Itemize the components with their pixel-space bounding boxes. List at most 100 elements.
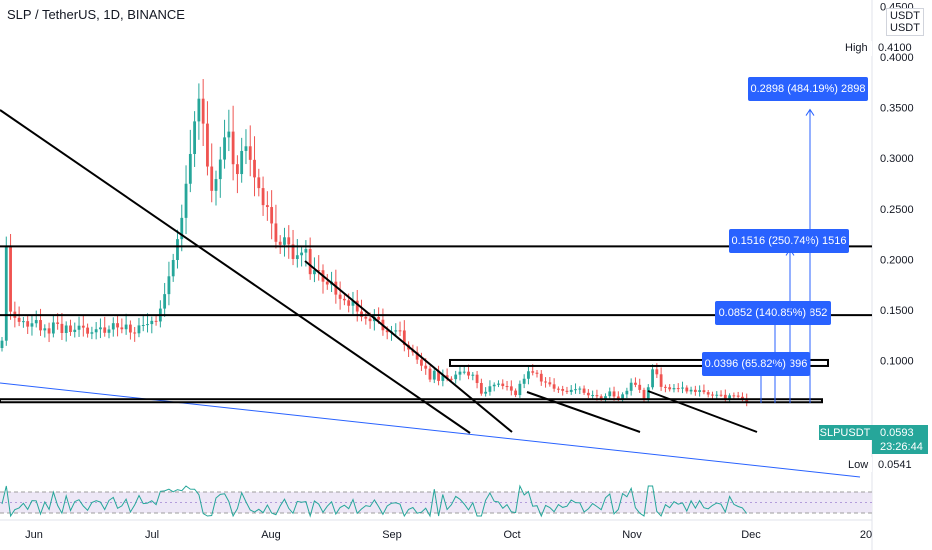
candle-body bbox=[741, 396, 744, 399]
last-price-value: 0.0593 bbox=[880, 427, 914, 439]
low-label: Low bbox=[848, 459, 868, 471]
candle-body bbox=[454, 374, 458, 380]
price-axis-tick: 0.3000 bbox=[880, 153, 914, 165]
candle-body bbox=[180, 217, 184, 240]
candle-body bbox=[612, 391, 616, 397]
candle-body bbox=[64, 325, 68, 333]
candle-body bbox=[535, 372, 539, 374]
candle-body bbox=[214, 179, 218, 191]
last-price-bg[interactable] bbox=[872, 425, 928, 454]
downtrend-line-3[interactable] bbox=[526, 391, 641, 433]
candle-body bbox=[685, 387, 689, 392]
candle-body bbox=[595, 395, 599, 397]
candle-body bbox=[107, 329, 111, 333]
high-label-bg bbox=[841, 41, 872, 56]
candle-body bbox=[514, 390, 517, 396]
support-zone[interactable] bbox=[0, 398, 823, 404]
candle-body bbox=[343, 298, 346, 301]
candle-body bbox=[295, 255, 299, 259]
candle-body bbox=[492, 384, 496, 387]
resistance-zone[interactable] bbox=[449, 358, 829, 367]
time-axis-tick: Dec bbox=[741, 529, 761, 541]
currency-unit-line2: USDT bbox=[890, 22, 920, 34]
candle-body bbox=[300, 252, 303, 256]
candle-body bbox=[715, 394, 719, 396]
candle-body bbox=[124, 324, 128, 330]
last-symbol-bg[interactable] bbox=[819, 425, 872, 440]
price-axis-tick: 0.2000 bbox=[880, 254, 914, 266]
candle-body bbox=[394, 330, 398, 332]
candle-body bbox=[689, 389, 693, 392]
candle-body bbox=[655, 369, 659, 375]
downtrend-line-4[interactable] bbox=[647, 390, 758, 433]
candle-body bbox=[591, 395, 595, 397]
projection-label: 0.0852 (140.85%) 852 bbox=[719, 307, 828, 319]
rsi-line bbox=[1, 484, 748, 518]
projection-label-bg[interactable] bbox=[715, 301, 831, 325]
price-axis-tick: 0.1500 bbox=[880, 305, 914, 317]
projection-label: 0.2898 (484.19%) 2898 bbox=[751, 83, 866, 95]
candle-body bbox=[176, 239, 179, 260]
projection-label-bg[interactable] bbox=[748, 77, 868, 101]
candle-body bbox=[137, 325, 141, 334]
candle-body bbox=[471, 374, 475, 376]
candle-body bbox=[368, 318, 372, 322]
candle-body bbox=[0, 340, 4, 349]
candle-body bbox=[90, 332, 94, 334]
candle-body bbox=[638, 384, 642, 390]
candle-body bbox=[441, 375, 445, 381]
projection-label-bg[interactable] bbox=[702, 352, 810, 376]
time-axis-tick: Oct bbox=[503, 529, 520, 541]
candle-body bbox=[719, 394, 723, 396]
price-axis-tick: 0.2500 bbox=[880, 204, 914, 216]
downtrend-line-2[interactable] bbox=[304, 260, 513, 433]
candle-body bbox=[488, 386, 492, 392]
candle-body bbox=[193, 121, 196, 154]
candle-body bbox=[621, 394, 624, 400]
low-label-bg bbox=[843, 457, 872, 472]
candle-body bbox=[608, 391, 612, 397]
time-axis-tick: 20 bbox=[860, 529, 872, 541]
candle-body bbox=[642, 389, 646, 399]
candle-body bbox=[672, 388, 676, 390]
candle-body bbox=[693, 389, 697, 392]
candle-body bbox=[347, 300, 351, 306]
symbol-title: SLP / TetherUS, 1D, BINANCE bbox=[7, 7, 185, 22]
candle-body bbox=[197, 98, 201, 122]
countdown-value: 23:26:44 bbox=[880, 441, 923, 453]
candle-body bbox=[206, 123, 209, 167]
candle-body bbox=[428, 368, 432, 380]
last-symbol-label: SLPUSDT bbox=[820, 427, 871, 439]
projection-label-bg[interactable] bbox=[729, 229, 849, 253]
candle-body bbox=[664, 386, 667, 388]
candle-body bbox=[22, 321, 25, 323]
candle-body bbox=[604, 396, 607, 400]
candle-body bbox=[578, 388, 582, 390]
candle-body bbox=[304, 249, 308, 253]
candle-body bbox=[629, 382, 633, 391]
candle-body bbox=[364, 316, 368, 319]
candle-body bbox=[402, 330, 406, 345]
candle-body bbox=[146, 324, 149, 326]
candle-body bbox=[308, 249, 312, 275]
candle-body bbox=[274, 223, 278, 242]
candle-body bbox=[355, 300, 359, 312]
candle-body bbox=[569, 389, 573, 392]
candle-body bbox=[582, 388, 586, 393]
candle-body bbox=[424, 365, 428, 369]
candle-body bbox=[30, 323, 34, 327]
candle-body bbox=[651, 369, 654, 388]
candle-body bbox=[51, 322, 55, 334]
candle-body bbox=[103, 327, 107, 333]
long-downtrend-line[interactable] bbox=[0, 109, 471, 434]
candle-body bbox=[334, 281, 338, 295]
candle-body bbox=[527, 371, 530, 379]
candle-body bbox=[261, 188, 265, 206]
currency-unit-box[interactable]: USDT USDT bbox=[886, 8, 924, 36]
candle-body bbox=[711, 394, 714, 396]
candle-body bbox=[548, 382, 552, 385]
candle-body bbox=[437, 370, 440, 381]
candle-body bbox=[150, 320, 154, 325]
